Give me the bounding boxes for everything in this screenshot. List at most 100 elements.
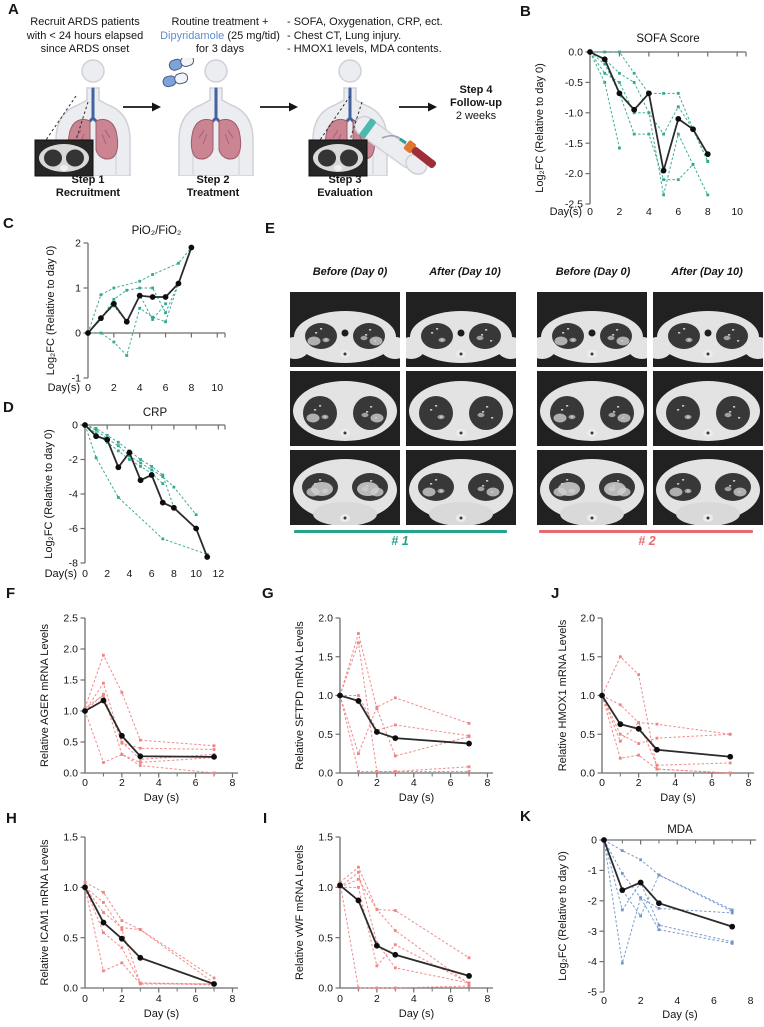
svg-text:8: 8 xyxy=(171,568,177,580)
step2-label: Step 2 Treatment xyxy=(186,174,240,199)
drug-name: Dipyridamole xyxy=(160,29,225,42)
chart-H-svg: Relative ICAM1 mRNA Levels 0.0 0.5 1.0 1.5 0 2… xyxy=(39,832,238,1020)
svg-text:1.0: 1.0 xyxy=(318,690,333,702)
svg-text:12: 12 xyxy=(212,568,224,580)
svg-text:0: 0 xyxy=(337,777,343,789)
panel-label-b: B xyxy=(520,3,531,20)
svg-text:2.0: 2.0 xyxy=(318,613,333,625)
ct-column-header: After (Day 10) xyxy=(429,266,501,278)
panel-label-f: F xyxy=(6,585,16,602)
ct-column-header: Before (Day 0) xyxy=(312,266,388,278)
ct-scan-image xyxy=(644,292,764,367)
svg-text:Day (s): Day (s) xyxy=(399,792,434,804)
caption-line: for 3 days xyxy=(195,43,245,55)
ct-inset-step1 xyxy=(32,92,98,183)
svg-text:-8: -8 xyxy=(69,558,78,570)
svg-text:0.5: 0.5 xyxy=(63,932,78,944)
chart-ager-mrna: Relative AGER mRNA Levels 0.0 0.5 1.0 1.5 2.0… xyxy=(0,585,252,807)
patient2-underline xyxy=(539,530,753,533)
svg-text:Day(s): Day(s) xyxy=(48,382,80,394)
svg-text:8: 8 xyxy=(746,777,752,789)
ct-scan-image xyxy=(537,450,647,526)
svg-text:-3: -3 xyxy=(588,926,597,938)
step1-caption: Recruit ARDS patients with < 24 hours el… xyxy=(22,16,148,57)
svg-text:0: 0 xyxy=(82,777,88,789)
ct-inset-step3 xyxy=(306,92,372,183)
svg-text:6: 6 xyxy=(448,777,454,789)
ct-scan-image xyxy=(653,371,763,446)
chart-B-svg: SOFA Score Log₂FC (Relative to day 0) 0.0 -… xyxy=(534,33,747,218)
chart-I-svg: Relative vWF mRNA Levels 0.0 0.5 1.0 1.5 0 2 4 6… xyxy=(294,832,493,1020)
svg-text:4: 4 xyxy=(127,568,133,580)
svg-text:1.5: 1.5 xyxy=(318,832,333,844)
patient2-label: # 2 xyxy=(638,534,656,548)
svg-text:0: 0 xyxy=(72,420,78,432)
blood-draw-arm-icon xyxy=(352,112,447,202)
chart-D-svg: CRP Log₂FC (Relative to day 0) 0 -2 -4 -6 -8 0 2… xyxy=(43,407,226,580)
svg-text:-1: -1 xyxy=(72,373,81,385)
ct-scan-image xyxy=(290,450,400,526)
svg-text:Day (s): Day (s) xyxy=(399,1008,434,1020)
ct-scan-image xyxy=(653,450,763,526)
ct-scan-image xyxy=(281,292,409,367)
svg-text:4: 4 xyxy=(156,777,162,789)
svg-text:8: 8 xyxy=(748,995,754,1007)
svg-text:6: 6 xyxy=(709,777,715,789)
svg-text:10: 10 xyxy=(211,382,223,394)
svg-text:Relative vWF mRNA Levels: Relative vWF mRNA Levels xyxy=(294,844,306,980)
svg-text:4: 4 xyxy=(411,777,417,789)
ct-inset xyxy=(308,95,368,177)
svg-text:Day (s): Day (s) xyxy=(662,1009,697,1021)
svg-text:0: 0 xyxy=(337,993,343,1005)
svg-text:6: 6 xyxy=(193,777,199,789)
chart-J-svg: Relative HMOX1 mRNA Levels 0.0 0.5 1.0 1.5 2.… xyxy=(557,613,754,804)
svg-text:1: 1 xyxy=(75,283,81,295)
step4-label: Step 4 Follow-up 2 weeks xyxy=(450,84,502,122)
svg-text:PiO₂/FiO₂: PiO₂/FiO₂ xyxy=(132,225,182,237)
arm-with-blood-tube xyxy=(354,115,437,175)
svg-text:2: 2 xyxy=(374,777,380,789)
svg-text:10: 10 xyxy=(190,568,202,580)
ct-inset xyxy=(34,95,94,177)
svg-text:0.0: 0.0 xyxy=(318,983,333,995)
svg-text:2: 2 xyxy=(617,206,623,218)
svg-text:6: 6 xyxy=(711,995,717,1007)
svg-text:0: 0 xyxy=(601,995,607,1007)
svg-text:0.5: 0.5 xyxy=(580,729,595,741)
chart-F-svg: Relative AGER mRNA Levels 0.0 0.5 1.0 1.5 2.0… xyxy=(39,613,238,804)
arrow-right-icon xyxy=(122,100,162,118)
panel-label-g: G xyxy=(262,585,274,602)
panel-label-h: H xyxy=(6,810,17,827)
svg-text:1.0: 1.0 xyxy=(63,882,78,894)
patient1-underline xyxy=(294,530,507,533)
svg-text:10: 10 xyxy=(731,206,743,218)
svg-text:2: 2 xyxy=(636,777,642,789)
svg-text:0: 0 xyxy=(599,777,605,789)
panel-label-k: K xyxy=(520,808,531,825)
patient-figure xyxy=(55,59,131,177)
svg-text:8: 8 xyxy=(485,993,491,1005)
caption-line: Dipyridamole (25 mg/tid) xyxy=(152,30,288,44)
svg-text:CRP: CRP xyxy=(143,407,168,419)
svg-text:2.0: 2.0 xyxy=(580,613,595,625)
svg-text:6: 6 xyxy=(448,993,454,1005)
svg-text:4: 4 xyxy=(646,206,652,218)
svg-text:0.5: 0.5 xyxy=(318,729,333,741)
svg-text:2: 2 xyxy=(374,993,380,1005)
svg-text:1.5: 1.5 xyxy=(63,675,78,687)
chart-pio2-fio2: PiO₂/FiO₂ Log₂FC (Relative to day 0) 2 1 0 -1… xyxy=(0,212,252,398)
svg-text:1.5: 1.5 xyxy=(318,651,333,663)
capsules xyxy=(162,55,195,88)
ct-scan-image xyxy=(537,371,647,446)
svg-text:Day (s): Day (s) xyxy=(660,792,695,804)
svg-text:2: 2 xyxy=(119,777,125,789)
chart-crp: CRP Log₂FC (Relative to day 0) 0 -2 -4 -6 -8 0 2… xyxy=(0,396,262,584)
svg-text:8: 8 xyxy=(485,777,491,789)
svg-text:-4: -4 xyxy=(69,489,78,501)
svg-text:-5: -5 xyxy=(588,987,597,999)
svg-text:-6: -6 xyxy=(69,523,78,535)
ct-scan-image xyxy=(528,292,656,367)
svg-text:8: 8 xyxy=(230,777,236,789)
svg-text:Relative SFTPD mRNA Levels: Relative SFTPD mRNA Levels xyxy=(294,621,306,770)
